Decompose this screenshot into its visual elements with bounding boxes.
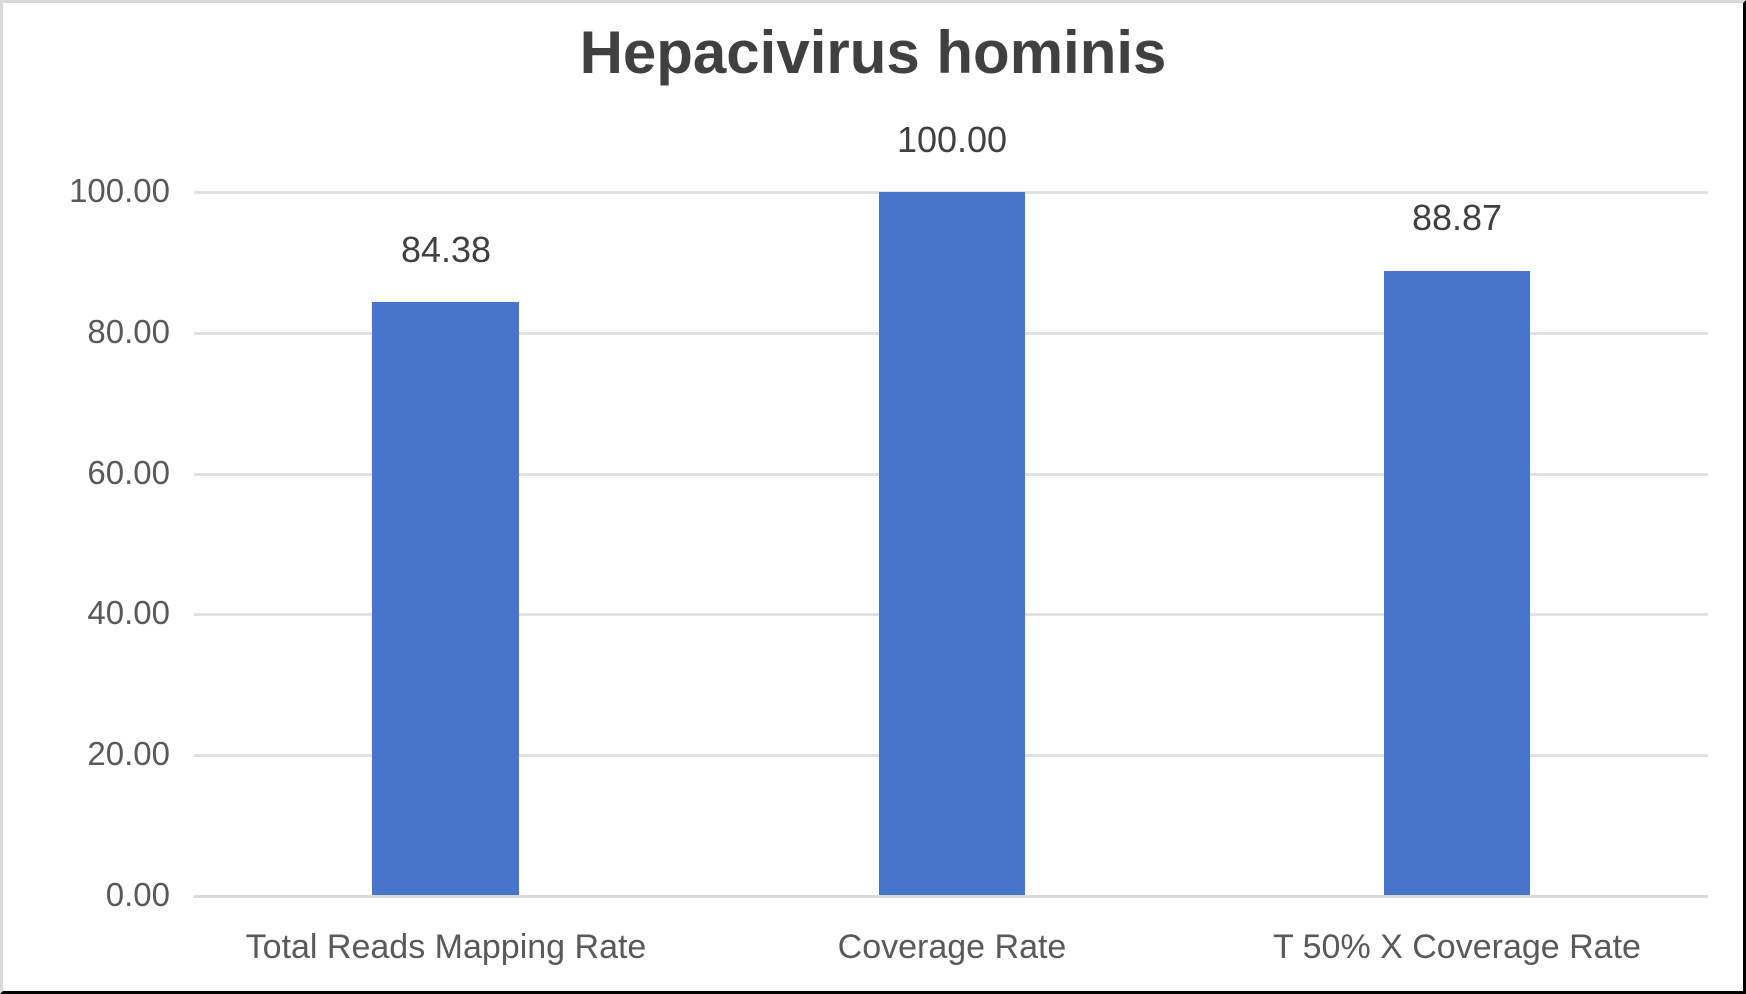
x-label-t50x-coverage-rate: T 50% X Coverage Rate (1273, 928, 1641, 966)
data-label-coverage-rate: 100.00 (896, 119, 1008, 160)
bar-coverage-rate (879, 192, 1025, 895)
y-tick-100: 100.00 (69, 172, 170, 209)
x-axis-line (194, 895, 1708, 898)
x-label-total-reads-mapping-rate: Total Reads Mapping Rate (245, 928, 647, 966)
y-tick-80: 80.00 (87, 313, 170, 350)
y-tick-60: 60.00 (87, 454, 170, 491)
chart-title: Hepacivirus hominis (579, 19, 1167, 86)
x-label-coverage-rate: Coverage Rate (837, 928, 1067, 966)
y-tick-40: 40.00 (87, 594, 170, 631)
bar-t50x-coverage-rate (1384, 271, 1530, 895)
y-tick-0: 0.00 (105, 876, 170, 913)
data-label-t50x-coverage-rate: 88.87 (1411, 197, 1503, 238)
data-label-total-reads-mapping-rate: 84.38 (400, 229, 492, 270)
bar-total-reads-mapping-rate (372, 302, 519, 895)
y-tick-20: 20.00 (87, 735, 170, 772)
